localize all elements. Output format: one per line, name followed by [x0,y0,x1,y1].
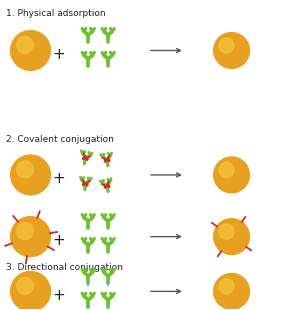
Text: 2. Covalent conjugation: 2. Covalent conjugation [6,135,114,144]
Text: +: + [52,233,65,248]
Circle shape [214,157,250,193]
Circle shape [17,223,33,239]
Circle shape [17,161,33,178]
Circle shape [214,219,250,255]
Circle shape [11,217,50,257]
Text: +: + [52,47,65,62]
Circle shape [11,31,50,70]
Text: +: + [52,171,65,186]
Circle shape [214,273,250,309]
Circle shape [11,155,50,195]
Circle shape [11,272,50,310]
Text: +: + [52,288,65,303]
Circle shape [219,162,234,177]
Circle shape [214,33,250,69]
Circle shape [219,279,234,294]
Circle shape [219,224,234,239]
Circle shape [219,38,234,53]
Circle shape [17,37,33,53]
Circle shape [17,277,33,294]
Text: 1. Physical adsorption: 1. Physical adsorption [6,9,105,18]
Text: 3. Directional conjugation: 3. Directional conjugation [6,263,123,272]
